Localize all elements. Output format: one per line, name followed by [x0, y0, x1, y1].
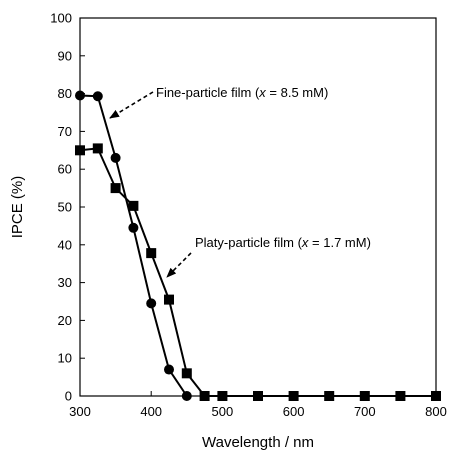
x-tick-label: 600: [283, 404, 305, 419]
x-tick-label: 800: [425, 404, 447, 419]
y-tick-label: 50: [58, 200, 72, 215]
y-tick-label: 30: [58, 275, 72, 290]
x-tick-label: 700: [354, 404, 376, 419]
y-tick-label: 40: [58, 237, 72, 252]
x-tick-label: 500: [212, 404, 234, 419]
series-2-point: [146, 248, 157, 259]
y-axis: 0 10 20 30 40 50 60 70 80 90 100: [50, 11, 85, 404]
x-axis-title: Wavelength / nm: [202, 434, 314, 451]
y-axis-title: IPCE (%): [9, 176, 26, 239]
series-1-point: [92, 91, 103, 102]
annotation-label-variable: x: [258, 85, 266, 100]
annotation-label-prefix: Platy-particle film (: [195, 235, 303, 250]
y-tick-label: 0: [65, 389, 72, 404]
x-tick-label: 300: [69, 404, 91, 419]
y-tick-label: 100: [50, 11, 72, 26]
series-2-point: [217, 391, 228, 401]
y-tick-label: 90: [58, 48, 72, 63]
plot-area: [79, 17, 437, 397]
series-2-point: [75, 145, 85, 156]
series-2-point: [164, 294, 174, 305]
annotation-layer: Fine-particle film (x = 8.5 mM)Platy-par…: [109, 85, 371, 278]
series-1-point: [128, 222, 139, 233]
annotation-label-variable: x: [301, 235, 309, 250]
series-layer: [75, 90, 441, 401]
series-1-point: [181, 391, 192, 401]
series-2-point: [359, 391, 370, 401]
annotation-label-prefix: Fine-particle film (: [156, 85, 260, 100]
series-1-point: [75, 90, 85, 101]
series-2-point: [395, 391, 406, 401]
series-1-point: [164, 364, 174, 375]
series-2-point: [288, 391, 299, 401]
y-tick-label: 80: [58, 86, 72, 101]
series-2-point: [324, 391, 335, 401]
series-2-point: [431, 391, 441, 401]
series-2-point: [110, 183, 121, 194]
annotation-arrow: [166, 252, 192, 278]
x-axis: 300 400 500 600 700 800: [69, 391, 447, 419]
y-tick-label: 10: [58, 351, 72, 366]
annotation-label-suffix: = 1.7 mM): [308, 235, 371, 250]
series-2-point: [199, 391, 210, 401]
annotation-label-suffix: = 8.5 mM): [266, 85, 329, 100]
annotation-label: Platy-particle film (x = 1.7 mM): [195, 235, 371, 250]
annotation-label: Fine-particle film (x = 8.5 mM): [156, 85, 328, 100]
series-2-point: [128, 200, 139, 211]
x-tick-label: 400: [140, 404, 162, 419]
series-2-point: [253, 391, 263, 401]
annotation-arrow: [109, 91, 154, 119]
series-2-point: [92, 143, 103, 154]
y-tick-label: 60: [58, 162, 72, 177]
y-tick-label: 70: [58, 124, 72, 139]
series-1-point: [146, 298, 157, 309]
y-tick-label: 20: [58, 313, 72, 328]
series-1-point: [110, 152, 121, 163]
series-2-point: [181, 368, 192, 379]
